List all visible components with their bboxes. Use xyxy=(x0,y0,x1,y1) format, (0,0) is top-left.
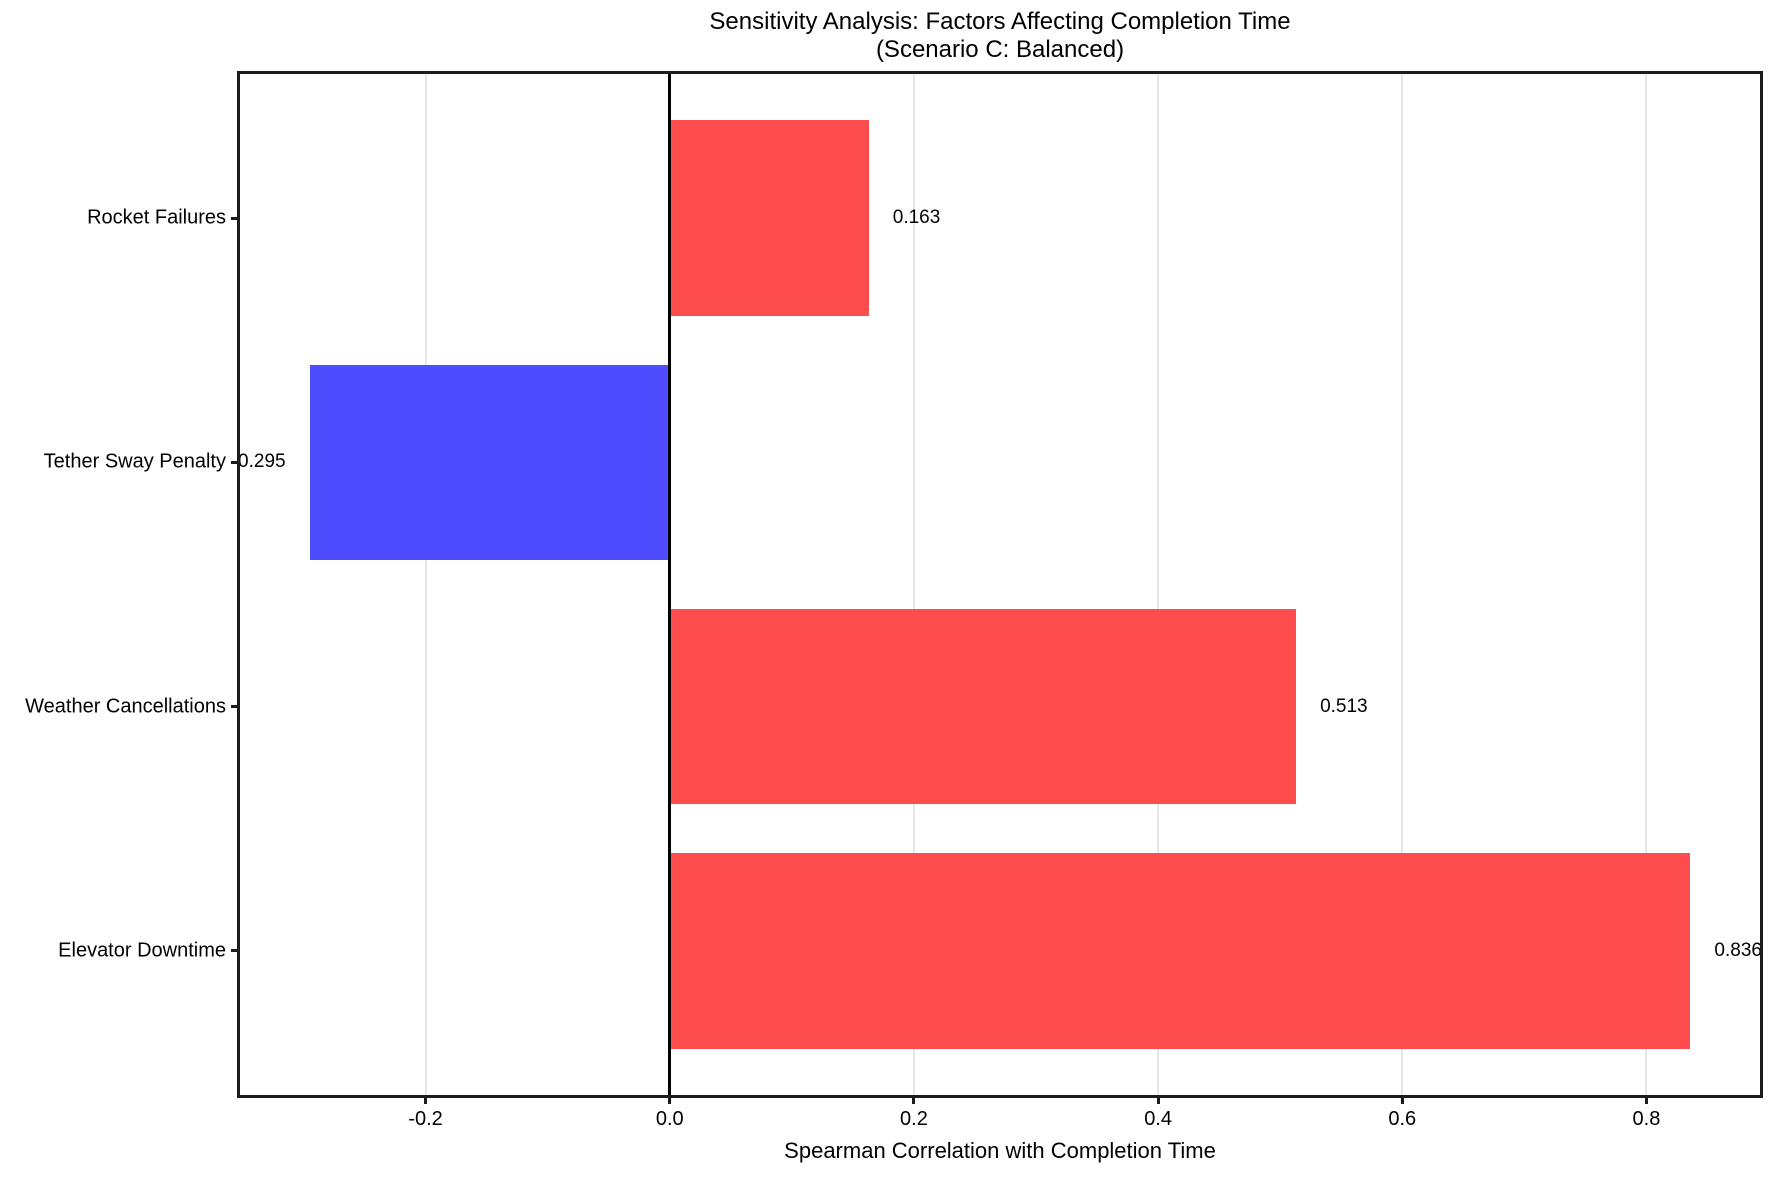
x-tick xyxy=(1400,1095,1404,1104)
y-tick xyxy=(231,216,240,220)
y-tick xyxy=(231,705,240,709)
x-tick xyxy=(668,1095,672,1104)
x-tick-label: 0.0 xyxy=(655,1108,684,1130)
x-tick-label: 0.6 xyxy=(1388,1108,1417,1130)
bar xyxy=(669,853,1691,1049)
x-tick-label: 0.8 xyxy=(1632,1108,1661,1130)
bar xyxy=(669,120,869,316)
value-label: 0.513 xyxy=(1320,695,1368,717)
y-tick xyxy=(231,949,240,953)
gridline xyxy=(1401,74,1404,1095)
y-tick xyxy=(231,460,240,464)
value-label: 0.163 xyxy=(892,207,941,229)
zero-line xyxy=(668,74,672,1095)
value-label: -0.295 xyxy=(231,451,286,473)
x-tick-label: -0.2 xyxy=(408,1108,443,1130)
plot-border xyxy=(237,71,1763,1098)
bar xyxy=(309,364,670,561)
gridline xyxy=(1157,74,1160,1095)
category-label: Weather Cancellations xyxy=(25,695,226,718)
x-tick-label: 0.2 xyxy=(900,1108,928,1130)
x-tick xyxy=(912,1095,916,1104)
chart-title: Sensitivity Analysis: Factors Affecting … xyxy=(709,8,1291,35)
gridline xyxy=(1645,74,1648,1095)
chart-subtitle: (Scenario C: Balanced) xyxy=(875,36,1125,63)
x-tick xyxy=(1156,1095,1160,1104)
value-label: 0.836 xyxy=(1714,939,1762,961)
x-tick xyxy=(1644,1095,1648,1104)
x-tick xyxy=(424,1095,428,1104)
gridline xyxy=(912,74,915,1095)
category-label: Rocket Failures xyxy=(87,206,226,229)
x-axis-label: Spearman Correlation with Completion Tim… xyxy=(784,1138,1216,1163)
category-label: Elevator Downtime xyxy=(58,939,226,962)
gridline xyxy=(424,74,427,1095)
category-label: Tether Sway Penalty xyxy=(43,450,226,473)
bar xyxy=(669,608,1297,805)
x-tick-label: 0.4 xyxy=(1144,1108,1172,1130)
